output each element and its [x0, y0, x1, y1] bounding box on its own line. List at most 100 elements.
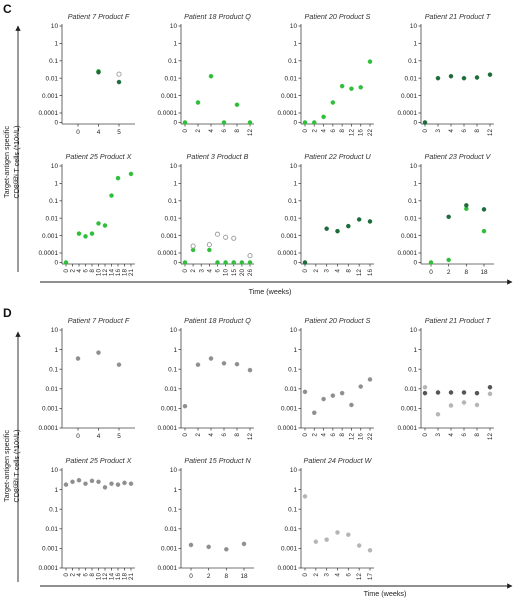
data-point — [335, 530, 340, 535]
x-tick-label: 0 — [422, 129, 429, 133]
y-tick-label: 10 — [51, 467, 59, 474]
y-tick-label: 1 — [173, 181, 177, 188]
y-tick-label: 0.1 — [288, 366, 297, 373]
data-point — [63, 260, 69, 265]
y-tick-label: 0.01 — [285, 386, 298, 393]
x-tick-label: 6 — [345, 573, 352, 577]
y-tick-label: 0 — [173, 120, 177, 127]
y-tick-label: 1 — [413, 347, 417, 354]
y-tick-label: 10 — [290, 163, 298, 170]
panel-c-patient-3-product-b: Patient 3 Product B 10 1 0.1 0.01 0.001 0.0001… — [157, 152, 254, 276]
data-point — [330, 393, 336, 398]
y-tick-label: 0.001 — [281, 406, 297, 413]
data-point — [474, 75, 480, 80]
x-tick-label: 0 — [422, 433, 429, 437]
x-tick-label: 4 — [321, 129, 328, 133]
x-tick-label: 4 — [448, 433, 455, 437]
x-tick-label: 8 — [345, 269, 352, 273]
y-tick-label: 10 — [51, 23, 59, 30]
data-point — [223, 234, 229, 240]
x-tick-label: 0 — [302, 129, 309, 133]
y-tick-label: 1 — [173, 41, 177, 48]
data-point — [349, 86, 354, 91]
y-tick-label: 0.0001 — [157, 250, 177, 257]
x-tick-label: 4 — [335, 573, 342, 577]
data-point — [367, 219, 373, 224]
x-tick-label: 12 — [356, 573, 363, 581]
x-tick-label: 16 — [115, 573, 122, 581]
data-point — [487, 384, 493, 390]
x-tick-label: 4 — [206, 269, 213, 273]
x-tick-label: 2 — [447, 269, 451, 276]
x-tick-label: 0 — [302, 269, 309, 273]
data-point — [231, 235, 237, 241]
x-tick-label: 4 — [97, 129, 101, 136]
data-point — [223, 260, 228, 265]
x-tick-label: 20 — [239, 269, 246, 277]
y-tick-label: 0.001 — [401, 233, 417, 240]
y-tick-label: 0 — [413, 120, 417, 127]
y-tick-label: 0.001 — [161, 406, 177, 413]
data-point — [313, 539, 319, 544]
panel-d-patient-20-product-s: Patient 20 Product S 10 1 0.1 0.01 0.001 0.000… — [277, 316, 374, 440]
data-point — [461, 400, 467, 405]
x-tick-label: 0 — [302, 573, 309, 577]
x-tick-label: 6 — [461, 129, 468, 133]
data-point — [234, 361, 240, 367]
data-point — [422, 384, 428, 390]
y-tick-label: 0.0001 — [277, 250, 297, 257]
data-point — [312, 410, 317, 415]
x-tick-label: 2 — [190, 269, 197, 273]
y-tick-label: 0.01 — [46, 386, 59, 393]
data-point — [324, 537, 329, 542]
y-tick-label: 0.001 — [161, 233, 177, 240]
y-tick-label: 0 — [293, 260, 297, 267]
data-point — [96, 350, 101, 355]
data-point — [247, 260, 253, 265]
y-tick-label: 0.01 — [46, 526, 59, 533]
x-tick-label: 8 — [465, 269, 469, 276]
x-tick-label: 6 — [330, 129, 337, 133]
data-point — [188, 542, 194, 548]
data-point — [102, 485, 108, 490]
x-tick-label: 12 — [356, 269, 363, 277]
x-tick-label: 2 — [207, 573, 211, 580]
data-point — [128, 481, 134, 486]
y-axis-label-d: Target-antigen specific CD8ᴳᴱᴺ T cells (… — [2, 429, 21, 502]
y-tick-label: 1 — [54, 41, 58, 48]
y-tick-label: 0.0001 — [277, 110, 297, 117]
x-tick-label: 8 — [339, 129, 346, 133]
data-point — [358, 85, 363, 90]
data-point — [75, 356, 81, 361]
y-tick-label: 1 — [293, 347, 297, 354]
y-tick-label: 0.0001 — [397, 250, 417, 257]
data-point — [195, 100, 201, 105]
data-point — [435, 75, 441, 81]
y-tick-label: 0.1 — [408, 366, 417, 373]
y-tick-label: 10 — [170, 467, 178, 474]
y-tick-label: 10 — [410, 327, 418, 334]
panel-title: Patient 24 Product W — [304, 456, 373, 465]
x-tick-label: 18 — [480, 269, 488, 276]
data-point — [234, 102, 240, 107]
x-tick-label: 12 — [487, 129, 494, 137]
data-point — [116, 71, 122, 77]
x-tick-label: 8 — [234, 129, 241, 133]
x-tick-label: 6 — [461, 433, 468, 437]
panel-d-patient-24-product-w: Patient 24 Product W 10 1 0.1 0.01 0.001 0.000… — [277, 456, 374, 580]
data-point — [487, 72, 493, 77]
panel-d-patient-7-product-f: Patient 7 Product F 10 1 0.1 0.01 0.001 0.0001… — [38, 316, 135, 440]
x-tick-label: 0 — [63, 269, 70, 273]
x-tick-label: 18 — [122, 573, 129, 581]
data-point — [367, 548, 373, 553]
y-tick-label: 0.001 — [42, 93, 58, 100]
data-point — [367, 377, 373, 382]
y-tick-label: 0.001 — [281, 546, 297, 553]
panel-title: Patient 15 Product N — [184, 456, 251, 465]
y-tick-label: 0.0001 — [38, 565, 58, 572]
x-tick-label: 4 — [97, 433, 101, 440]
x-tick-label: 2 — [195, 129, 202, 133]
data-point — [190, 243, 196, 249]
y-tick-label: 0.1 — [288, 58, 297, 65]
x-tick-label: 4 — [321, 433, 328, 437]
